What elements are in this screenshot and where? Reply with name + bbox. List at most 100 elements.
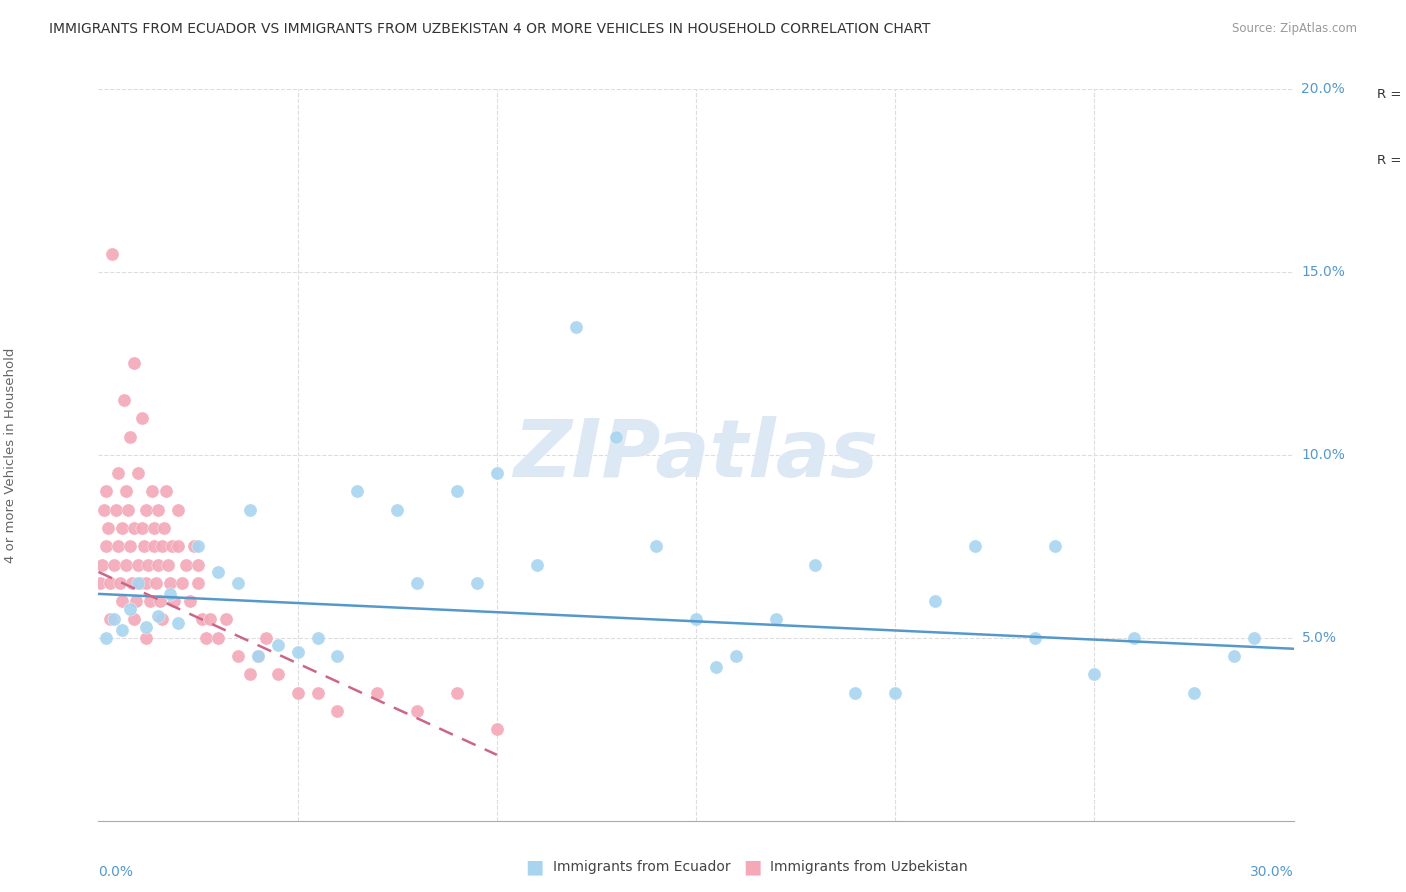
Point [187,576,209,591]
Point [115,558,138,572]
Point [704,660,727,674]
Point [159,587,181,601]
Text: IMMIGRANTS FROM ECUADOR VS IMMIGRANTS FROM UZBEKISTAN 4 OR MORE VEHICLES IN HOUS: IMMIGRANTS FROM ECUADOR VS IMMIGRANTS FR… [49,22,931,37]
Point [246,649,269,664]
Point [565,319,588,334]
Point [111,624,134,638]
Point [111,521,134,535]
Point [187,539,209,553]
Bar [1330,78,1365,112]
Text: 0.0%: 0.0% [98,864,134,879]
Point [120,601,142,615]
Text: R =: R = [1378,154,1406,167]
Point [884,686,907,700]
Point [131,521,153,535]
Point [1223,649,1246,664]
Point [406,576,429,591]
Text: 10.0%: 10.0% [1302,448,1346,462]
Point [149,594,172,608]
Point [254,631,277,645]
Text: Immigrants from Uzbekistan: Immigrants from Uzbekistan [770,860,969,874]
FancyBboxPatch shape [1309,49,1406,188]
Point [226,576,249,591]
Point [172,576,194,591]
Text: ZIPatlas: ZIPatlas [513,416,879,494]
Point [160,539,183,553]
Point [307,631,329,645]
Point [183,539,205,553]
Point [139,594,162,608]
Point [120,430,142,444]
Point [134,539,156,553]
Text: ■: ■ [524,857,544,877]
Point [1043,539,1066,553]
Point [91,558,114,572]
Point [98,613,122,627]
Point [179,594,201,608]
Point [1123,631,1146,645]
Point [148,558,170,572]
Point [1083,667,1105,681]
Text: Immigrants from Ecuador: Immigrants from Ecuador [553,860,730,874]
Point [526,558,548,572]
Point [135,631,157,645]
Point [605,430,627,444]
Point [174,558,197,572]
Point [150,539,173,553]
Point [267,638,290,652]
Text: 4 or more Vehicles in Household: 4 or more Vehicles in Household [4,347,17,563]
Point [101,246,124,260]
Point [125,594,148,608]
Point [143,539,166,553]
Point [112,392,135,407]
Point [98,576,122,591]
Point [127,576,149,591]
Point [105,503,128,517]
Point [187,558,209,572]
Point [366,686,388,700]
Point [127,466,149,480]
Point [148,608,170,623]
Point [148,503,170,517]
Point [685,613,707,627]
Point [96,631,118,645]
Point [124,356,146,371]
Point [110,576,132,591]
Point [1024,631,1046,645]
Text: ■: ■ [742,857,762,877]
Point [103,613,125,627]
Point [120,539,142,553]
Point [485,466,508,480]
Point [135,576,157,591]
Point [724,649,747,664]
Point [287,686,309,700]
Point [195,631,218,645]
Point [963,539,986,553]
Point [239,667,262,681]
Text: Source: ZipAtlas.com: Source: ZipAtlas.com [1232,22,1357,36]
Point [446,484,468,499]
Point [143,521,166,535]
Point [207,565,229,579]
Point [136,558,159,572]
Point [267,667,290,681]
Point [103,558,125,572]
Point [1182,686,1205,700]
Point [89,576,111,591]
Point [96,539,118,553]
Point [157,558,180,572]
Point [107,466,129,480]
Text: 5.0%: 5.0% [1302,631,1337,645]
Point [239,503,262,517]
Bar [1330,145,1365,177]
Point [645,539,668,553]
Point [163,594,186,608]
Point [346,484,368,499]
Point [215,613,238,627]
Point [135,620,157,634]
Point [246,649,269,664]
Point [131,411,153,425]
Point [111,594,134,608]
Point [465,576,488,591]
Point [307,686,329,700]
